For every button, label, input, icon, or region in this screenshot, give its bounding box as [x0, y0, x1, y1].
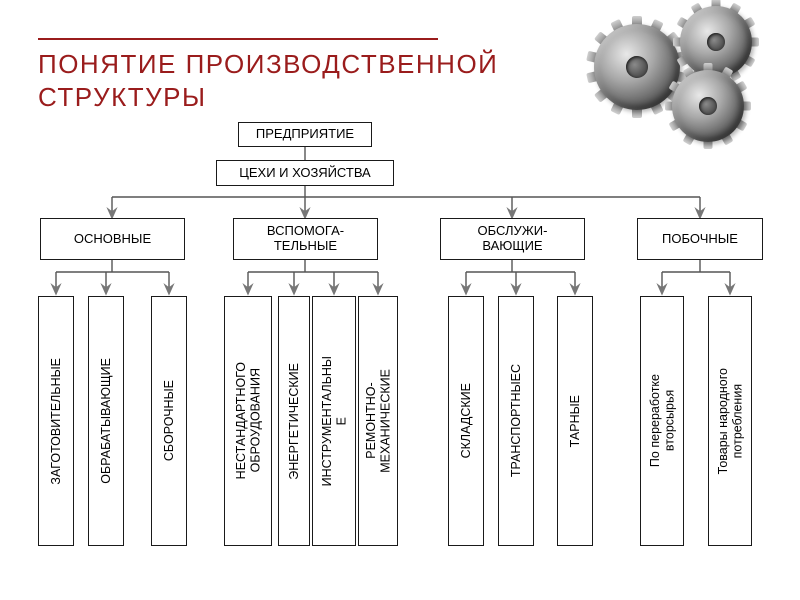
leaf-2-1: ТРАНСПОРТНЫЕС	[498, 296, 534, 546]
leaf-1-2-label: ИНСТРУМЕНТАЛЬНЫ Е	[320, 356, 349, 486]
leaf-0-0: ЗАГОТОВИТЕЛЬНЫЕ	[38, 296, 74, 546]
node-group-3-label: ПОБОЧНЫЕ	[662, 232, 738, 247]
leaf-2-2-label: ТАРНЫЕ	[568, 395, 582, 447]
leaf-2-2: ТАРНЫЕ	[557, 296, 593, 546]
leaf-1-3-label: РЕМОНТНО- МЕХАНИЧЕСКИЕ	[364, 369, 393, 473]
leaf-1-2: ИНСТРУМЕНТАЛЬНЫ Е	[312, 296, 356, 546]
leaf-1-0-label: НЕСТАНДАРТНОГО ОБРОУДОВАНИЯ	[234, 362, 263, 479]
node-group-2: ОБСЛУЖИ- ВАЮЩИЕ	[440, 218, 585, 260]
title-line-1: ПОНЯТИЕ ПРОИЗВОДСТВЕННОЙ	[38, 48, 498, 81]
leaf-0-1: ОБРАБАТЫВАЮЩИЕ	[88, 296, 124, 546]
node-group-3: ПОБОЧНЫЕ	[637, 218, 763, 260]
node-level2-label: ЦЕХИ И ХОЗЯЙСТВА	[239, 166, 370, 181]
leaf-0-1-label: ОБРАБАТЫВАЮЩИЕ	[99, 358, 113, 484]
leaf-0-2: СБОРОЧНЫЕ	[151, 296, 187, 546]
title-line-2: СТРУКТУРЫ	[38, 81, 498, 114]
leaf-2-1-label: ТРАНСПОРТНЫЕС	[509, 364, 523, 477]
leaf-1-1: ЭНЕРГЕТИЧЕСКИЕ	[278, 296, 310, 546]
leaf-0-0-label: ЗАГОТОВИТЕЛЬНЫЕ	[49, 358, 63, 485]
leaf-3-0-label: По переработке вторсырья	[648, 374, 677, 467]
leaf-3-1-label: Товары народного потребления	[716, 368, 745, 474]
node-group-1-label: ВСПОМОГА- ТЕЛЬНЫЕ	[267, 224, 344, 254]
accent-bar	[38, 38, 438, 40]
leaf-1-3: РЕМОНТНО- МЕХАНИЧЕСКИЕ	[358, 296, 398, 546]
node-group-0: ОСНОВНЫЕ	[40, 218, 185, 260]
gears-image	[594, 6, 758, 142]
leaf-1-1-label: ЭНЕРГЕТИЧЕСКИЕ	[287, 363, 301, 480]
node-group-1: ВСПОМОГА- ТЕЛЬНЫЕ	[233, 218, 378, 260]
leaf-3-0: По переработке вторсырья	[640, 296, 684, 546]
leaf-3-1: Товары народного потребления	[708, 296, 752, 546]
leaf-0-2-label: СБОРОЧНЫЕ	[162, 380, 176, 461]
page-title: ПОНЯТИЕ ПРОИЗВОДСТВЕННОЙ СТРУКТУРЫ	[38, 48, 498, 113]
node-group-0-label: ОСНОВНЫЕ	[74, 232, 151, 247]
node-root-label: ПРЕДПРИЯТИЕ	[256, 127, 354, 142]
node-root: ПРЕДПРИЯТИЕ	[238, 122, 372, 147]
leaf-2-0: СКЛАДСКИЕ	[448, 296, 484, 546]
leaf-2-0-label: СКЛАДСКИЕ	[459, 383, 473, 458]
node-group-2-label: ОБСЛУЖИ- ВАЮЩИЕ	[478, 224, 548, 254]
node-level2: ЦЕХИ И ХОЗЯЙСТВА	[216, 160, 394, 186]
leaf-1-0: НЕСТАНДАРТНОГО ОБРОУДОВАНИЯ	[224, 296, 272, 546]
